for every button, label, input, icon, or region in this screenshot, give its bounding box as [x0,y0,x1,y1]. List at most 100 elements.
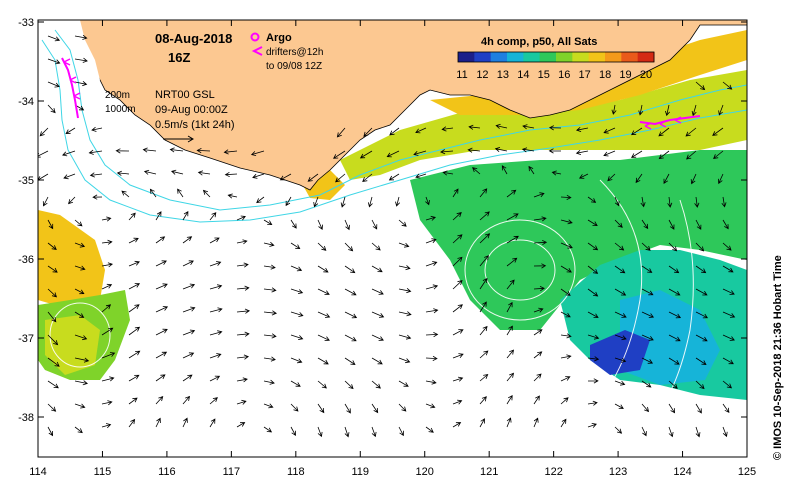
current-arrow [155,395,164,405]
current-arrow [74,357,90,363]
current-arrow [74,80,88,87]
current-arrow [425,284,439,290]
current-arrow [101,327,114,336]
current-arrow [155,211,162,221]
x-tick-label: 125 [738,466,756,478]
current-arrow [101,239,113,245]
current-arrow [344,426,350,438]
current-arrow [452,188,459,198]
colorbar-swatch [605,52,622,62]
current-arrow [47,219,54,230]
current-arrow [236,308,251,314]
current-arrow [506,372,515,382]
current-arrow [722,334,735,341]
current-arrow [722,265,734,273]
current-arrow [479,350,489,359]
colorbar-tick-label: 15 [538,69,550,81]
current-arrow [371,426,377,438]
current-arrow [74,265,86,271]
current-arrow [722,219,729,230]
isobath-1000m [41,39,747,223]
current-arrow [452,234,463,244]
current-arrow [47,265,58,273]
colorbar-swatch [637,52,655,62]
current-arrow [155,306,169,313]
current-arrow [718,104,724,116]
current-arrow [712,127,724,136]
current-arrow [47,104,56,114]
current-arrow [533,192,545,198]
colorbar-tick-label: 14 [517,69,529,81]
current-arrow [344,380,354,390]
current-arrow [533,395,540,405]
current-arrow [116,170,130,176]
current-arrow [506,257,518,267]
current-arrow [155,417,161,428]
current-arrow [290,311,304,317]
current-arrow [668,242,678,252]
current-arrow [101,352,116,359]
current-arrow [362,173,373,183]
colorbar-title: 4h comp, p50, All Sats [481,36,597,48]
colorbar-tick-label: 11 [456,69,467,81]
current-arrow [227,193,238,199]
current-arrow [74,380,89,386]
current-arrow [695,81,706,91]
current-arrow [425,215,437,221]
colorbar-tick-label: 18 [599,69,611,81]
current-arrow [128,237,139,244]
current-arrow [452,422,462,428]
current-arrow [256,196,265,204]
current-arrow [641,265,653,273]
current-arrow [74,288,85,295]
current-arrow [371,288,384,295]
current-arrow [722,403,730,413]
current-arrow [197,170,211,176]
current-arrow [142,147,157,153]
current-arrow [155,236,166,244]
current-arrow [182,395,191,405]
drifters-to-label: to 09/08 12Z [266,61,322,72]
current-arrow [128,397,138,405]
current-arrow [196,148,211,154]
current-arrow [171,169,184,175]
current-arrow [169,147,184,153]
current-arrow [442,170,454,176]
current-arrow [641,403,650,413]
current-arrow [344,311,358,319]
current-arrow [425,403,436,409]
current-arrow [506,279,515,290]
current-arrow [121,190,130,198]
current-arrow [209,284,223,290]
current-arrow [506,394,513,405]
current-arrow [695,334,708,342]
current-arrow [506,349,515,359]
current-arrow [425,379,437,385]
current-arrow [65,127,76,135]
colorbar-swatch [539,52,557,62]
current-arrow [614,219,623,228]
current-arrow [317,219,323,230]
current-arrow [92,194,103,200]
y-tick-label: -38 [18,412,34,424]
current-arrow [317,288,330,295]
current-arrow [47,380,59,389]
current-arrow [668,311,682,319]
current-arrow [317,242,327,251]
current-arrow [695,288,708,296]
current-arrow [128,418,136,428]
current-arrow [641,380,652,388]
y-tick-label: -33 [18,17,34,29]
current-arrow [694,196,700,208]
current-arrow [560,311,571,318]
current-arrow [560,288,571,296]
current-arrow [182,417,188,428]
current-arrow [317,426,323,438]
current-arrow [74,57,88,63]
current-arrow [367,196,373,208]
current-arrow [344,334,357,342]
current-arrow [695,219,702,230]
current-arrow [371,380,381,389]
current-arrow [359,150,373,159]
current-arrow [236,399,247,405]
